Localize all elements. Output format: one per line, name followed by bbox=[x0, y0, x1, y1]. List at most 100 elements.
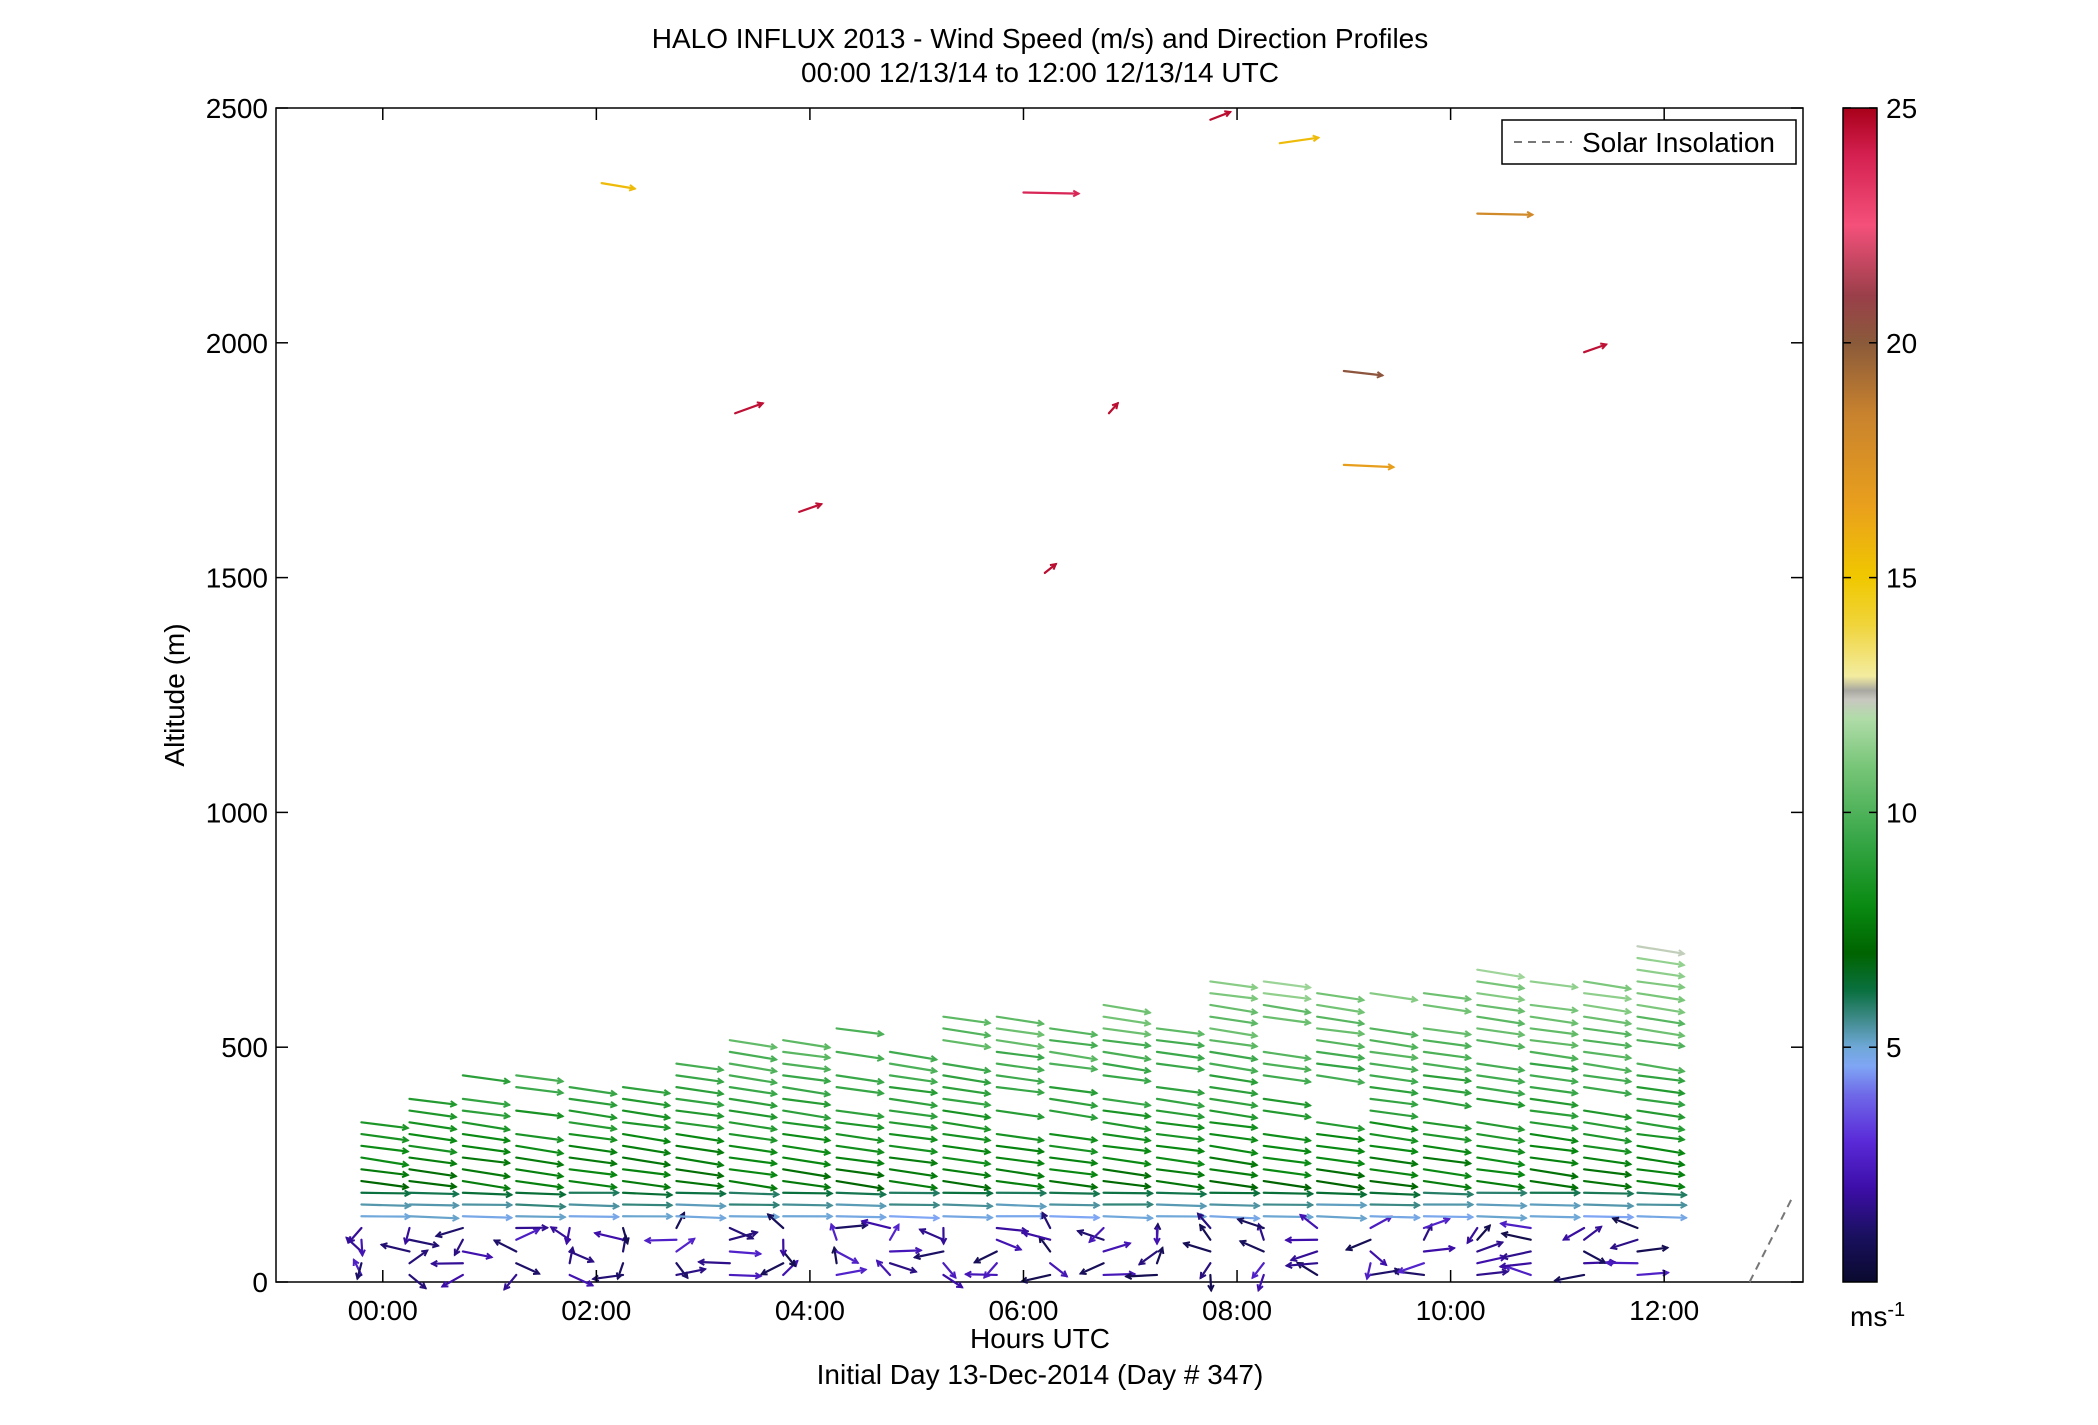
wind-arrow bbox=[995, 1050, 1046, 1061]
wind-arrow bbox=[1262, 1050, 1313, 1062]
wind-arrow bbox=[888, 1179, 939, 1192]
wind-arrow bbox=[782, 1212, 834, 1221]
wind-arrow bbox=[1020, 1273, 1052, 1284]
wind-arrow bbox=[1582, 1225, 1603, 1241]
wind-arrow bbox=[728, 1039, 779, 1051]
wind-arrow bbox=[888, 1262, 918, 1274]
wind-arrow bbox=[1209, 1109, 1259, 1121]
wind-arrow bbox=[835, 1190, 888, 1199]
y-tick-label: 2000 bbox=[206, 328, 268, 359]
wind-arrow bbox=[461, 1213, 514, 1222]
wind-arrow bbox=[1422, 1062, 1473, 1074]
wind-arrow bbox=[1078, 1262, 1105, 1275]
wind-arrow bbox=[888, 1214, 941, 1222]
wind-arrow bbox=[995, 1168, 1046, 1180]
wind-arrow bbox=[888, 1168, 939, 1180]
wind-arrow bbox=[728, 1074, 779, 1086]
wind-arrow bbox=[1316, 1027, 1366, 1038]
wind-arrow bbox=[1636, 1144, 1686, 1157]
wind-arrow bbox=[728, 1144, 779, 1156]
wind-arrow bbox=[568, 1245, 576, 1265]
wind-arrow bbox=[408, 1179, 458, 1190]
wind-arrow bbox=[1020, 1230, 1052, 1241]
wind-arrow bbox=[568, 1189, 621, 1197]
wind-arrow bbox=[1076, 1229, 1105, 1241]
wind-arrow bbox=[835, 1132, 885, 1144]
wind-arrow bbox=[461, 1074, 512, 1085]
wind-arrow bbox=[515, 1262, 541, 1276]
wind-arrow bbox=[1209, 1201, 1261, 1210]
wind-arrow bbox=[942, 1262, 957, 1280]
wind-arrow bbox=[1636, 1244, 1670, 1253]
wind-arrow bbox=[942, 1144, 992, 1156]
wind-arrow bbox=[1369, 1179, 1419, 1190]
wind-arrow bbox=[1636, 1074, 1686, 1085]
wind-arrow bbox=[782, 1109, 832, 1122]
wind-arrow bbox=[1124, 1272, 1159, 1281]
wind-arrow bbox=[1049, 1179, 1099, 1191]
wind-arrow bbox=[1209, 992, 1259, 1002]
wind-arrow bbox=[942, 1074, 992, 1086]
wind-arrow bbox=[1262, 1144, 1313, 1155]
wind-arrow bbox=[1182, 1241, 1212, 1253]
wind-arrow bbox=[461, 1250, 494, 1260]
wind-arrow bbox=[835, 1109, 885, 1120]
wind-arrow bbox=[1636, 1213, 1688, 1222]
wind-arrow bbox=[888, 1097, 939, 1109]
wind-arrow-upper bbox=[1342, 369, 1385, 379]
wind-arrow bbox=[888, 1109, 939, 1120]
wind-arrow bbox=[675, 1097, 725, 1109]
wind-arrow bbox=[408, 1156, 458, 1167]
wind-arrow-upper bbox=[1476, 210, 1535, 219]
wind-arrow bbox=[1209, 1039, 1259, 1050]
wind-arrow-upper bbox=[1043, 562, 1058, 575]
wind-arrow bbox=[360, 1156, 410, 1168]
wind-arrow bbox=[1316, 1156, 1366, 1167]
wind-arrow bbox=[461, 1168, 512, 1180]
wind-arrow bbox=[1316, 1015, 1366, 1027]
legend-box: Solar Insolation bbox=[1501, 119, 1797, 165]
wind-arrow bbox=[675, 1156, 725, 1169]
wind-arrow bbox=[1422, 1244, 1457, 1253]
wind-arrow bbox=[995, 1062, 1046, 1074]
wind-arrow bbox=[1102, 1074, 1152, 1085]
wind-arrow bbox=[1102, 1003, 1152, 1016]
wind-arrow bbox=[1369, 1215, 1394, 1230]
wind-arrow bbox=[1476, 1179, 1526, 1191]
wind-arrow bbox=[995, 1212, 1048, 1221]
wind-arrow bbox=[461, 1201, 514, 1209]
wind-arrow bbox=[568, 1168, 618, 1179]
wind-arrow bbox=[1529, 1039, 1579, 1049]
wind-arrow bbox=[1369, 992, 1419, 1004]
wind-arrow bbox=[942, 1086, 992, 1097]
x-tick-label: 12:00 bbox=[1629, 1295, 1699, 1326]
wind-arrow bbox=[621, 1201, 674, 1209]
colorbar-unit-exponent: -1 bbox=[1887, 1299, 1905, 1321]
wind-arrow bbox=[1049, 1168, 1099, 1179]
wind-arrow bbox=[912, 1250, 945, 1261]
wind-arrow bbox=[942, 1273, 964, 1289]
wind-arrow bbox=[835, 1221, 869, 1230]
wind-arrow bbox=[1582, 1086, 1633, 1097]
wind-arrow bbox=[593, 1230, 625, 1241]
wind-arrow bbox=[888, 1144, 939, 1156]
wind-arrow bbox=[515, 1213, 567, 1221]
wind-arrow bbox=[1155, 1179, 1206, 1191]
wind-arrow bbox=[995, 1189, 1048, 1197]
wind-arrow bbox=[1049, 1062, 1099, 1073]
wind-arrow bbox=[675, 1266, 708, 1277]
wind-arrow bbox=[1316, 1003, 1366, 1016]
wind-arrow bbox=[621, 1156, 672, 1168]
colorbar-tick-label: 5 bbox=[1886, 1032, 1902, 1063]
wind-arrow bbox=[408, 1144, 458, 1156]
wind-arrow bbox=[675, 1109, 725, 1120]
wind-arrow bbox=[1604, 1259, 1639, 1267]
wind-arrow bbox=[1316, 1168, 1366, 1180]
wind-arrow bbox=[1422, 1086, 1473, 1097]
wind-arrow bbox=[1529, 1086, 1579, 1097]
wind-arrow bbox=[963, 1270, 998, 1279]
wind-arrow bbox=[1422, 1039, 1473, 1050]
wind-arrow bbox=[782, 1168, 832, 1180]
chart-title: HALO INFLUX 2013 - Wind Speed (m/s) and … bbox=[652, 23, 1429, 54]
solar-insolation-line bbox=[1748, 1197, 1794, 1283]
